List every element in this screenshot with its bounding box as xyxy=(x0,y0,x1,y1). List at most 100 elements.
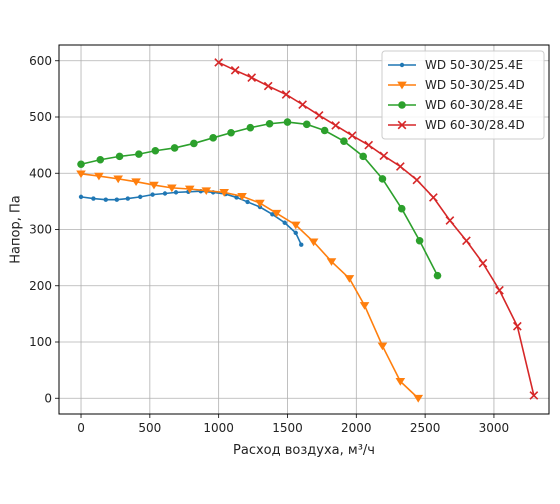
data-point xyxy=(265,119,274,128)
legend-label: WD 60-30/28.4D xyxy=(425,118,525,132)
legend-entry: WD 60-30/28.4D xyxy=(388,118,525,132)
data-point xyxy=(150,192,155,197)
data-point xyxy=(512,321,522,331)
x-tick-label: 2000 xyxy=(341,421,372,435)
data-point xyxy=(201,187,212,196)
legend-box xyxy=(381,50,545,140)
data-point xyxy=(170,144,179,152)
data-point xyxy=(96,155,105,164)
x-tick-label: 1500 xyxy=(272,421,303,435)
data-point xyxy=(413,394,424,403)
data-point xyxy=(299,242,304,247)
data-point xyxy=(462,236,471,246)
data-point xyxy=(433,271,442,280)
legend-marker xyxy=(398,101,406,109)
y-tick-label: 200 xyxy=(29,279,52,293)
data-point xyxy=(347,131,357,140)
data-point xyxy=(495,285,504,295)
data-point xyxy=(395,378,406,386)
data-point xyxy=(138,194,143,200)
legend-label: WD 50-30/25.4D xyxy=(425,78,525,92)
series-4 xyxy=(214,58,539,400)
x-tick-label: 0 xyxy=(77,421,85,435)
data-point xyxy=(364,140,374,150)
legend: WD 50-30/25.4E WD 50-30/25.4D WD 60-30/28.… xyxy=(381,50,545,140)
data-point xyxy=(114,197,120,202)
data-point xyxy=(91,196,96,201)
data-point xyxy=(237,192,247,201)
data-point xyxy=(173,190,179,195)
y-axis-label: Напор, Па xyxy=(9,195,24,263)
data-point xyxy=(359,302,370,310)
data-point xyxy=(271,209,282,218)
y-tick-label: 500 xyxy=(29,110,52,124)
data-point xyxy=(190,139,198,148)
series-layer xyxy=(76,58,539,403)
legend-marker xyxy=(399,62,405,68)
data-point xyxy=(246,123,255,132)
data-point xyxy=(234,195,239,200)
data-point xyxy=(429,193,438,202)
series-3 xyxy=(77,118,442,280)
data-point xyxy=(184,185,195,194)
y-tick-label: 400 xyxy=(29,166,52,180)
series-line xyxy=(80,121,439,276)
legend-marker xyxy=(397,120,407,130)
legend-entry: WD 60-30/28.4E xyxy=(388,98,523,112)
legend-label: WD 50-30/25.4E xyxy=(425,58,523,72)
data-point xyxy=(151,146,160,155)
data-point xyxy=(478,258,488,268)
data-point xyxy=(340,137,348,145)
data-point xyxy=(415,236,424,245)
data-point xyxy=(377,342,388,351)
data-point xyxy=(308,238,319,247)
data-point xyxy=(270,212,275,217)
data-point xyxy=(113,175,123,184)
data-point xyxy=(263,81,273,91)
series-1 xyxy=(78,189,304,247)
data-point xyxy=(290,221,301,230)
data-point xyxy=(412,175,422,185)
series-line xyxy=(80,190,302,246)
data-point xyxy=(125,196,131,201)
data-point xyxy=(255,199,265,208)
x-tick-label: 3000 xyxy=(479,421,510,435)
data-point xyxy=(230,65,240,75)
y-tick-label: 0 xyxy=(44,391,52,405)
x-tick-label: 500 xyxy=(138,421,161,435)
data-point xyxy=(395,162,405,171)
data-point xyxy=(78,194,84,200)
data-point xyxy=(314,110,324,120)
data-point xyxy=(529,391,539,400)
data-point xyxy=(219,189,229,197)
series-line xyxy=(80,173,419,399)
data-point xyxy=(359,152,367,161)
legend-marker xyxy=(397,81,407,90)
legend-label: WD 60-30/28.4E xyxy=(425,98,523,112)
legend-entry: WD 50-30/25.4D xyxy=(388,78,525,92)
legend-entry: WD 50-30/25.4E xyxy=(388,58,523,72)
data-point xyxy=(149,181,159,190)
ticks: 0 500 1000 1500 2000 2500 3000 0 100 200 300 400 500… xyxy=(29,54,509,435)
x-tick-label: 1000 xyxy=(203,421,234,435)
data-point xyxy=(115,152,124,161)
data-point xyxy=(76,170,86,179)
data-point xyxy=(302,120,311,129)
data-point xyxy=(326,258,337,266)
x-tick-label: 2500 xyxy=(410,421,441,435)
data-point xyxy=(281,90,291,99)
data-point xyxy=(94,172,104,181)
data-point xyxy=(103,197,108,202)
data-point xyxy=(167,184,177,193)
data-point xyxy=(227,128,235,137)
y-tick-label: 300 xyxy=(29,223,52,237)
data-point xyxy=(320,126,329,135)
data-point xyxy=(298,100,307,109)
data-point xyxy=(245,199,250,205)
data-point xyxy=(379,151,389,161)
series-2 xyxy=(76,170,424,403)
data-point xyxy=(397,204,406,213)
data-point xyxy=(209,134,217,142)
data-point xyxy=(162,191,168,196)
